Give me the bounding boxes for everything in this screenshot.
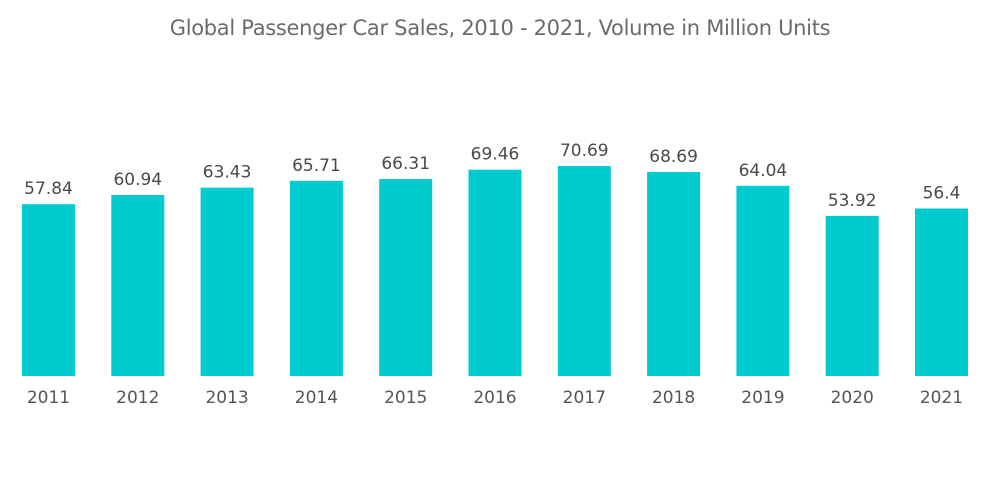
x-tick-label-2016: 2016 xyxy=(473,388,516,408)
x-tick-label-2012: 2012 xyxy=(116,388,159,408)
bar-2012 xyxy=(111,195,165,376)
x-tick-label-2011: 2011 xyxy=(27,388,70,408)
value-label-2016: 69.46 xyxy=(471,145,520,165)
bar-2016 xyxy=(468,169,522,376)
chart-title: Global Passenger Car Sales, 2010 - 2021,… xyxy=(169,16,831,40)
x-tick-label-2019: 2019 xyxy=(741,388,784,408)
bar-2021 xyxy=(915,208,968,376)
value-label-2018: 68.69 xyxy=(649,147,698,167)
bar-2020 xyxy=(825,215,879,376)
value-label-2020: 53.92 xyxy=(828,191,877,211)
x-tick-label-2018: 2018 xyxy=(652,388,695,408)
x-tick-label-2017: 2017 xyxy=(563,388,606,408)
value-label-2015: 66.31 xyxy=(381,154,430,174)
bar-2013 xyxy=(200,187,254,376)
bar-2018 xyxy=(647,171,701,376)
value-label-2013: 63.43 xyxy=(203,163,252,183)
x-tick-label-2020: 2020 xyxy=(831,388,874,408)
value-label-2017: 70.69 xyxy=(560,141,609,161)
bar-2011 xyxy=(22,204,75,376)
x-tick-label-2021: 2021 xyxy=(920,388,963,408)
value-label-2014: 65.71 xyxy=(292,156,341,176)
bar-2015 xyxy=(379,179,433,376)
x-tick-label-2013: 2013 xyxy=(205,388,248,408)
bar-2019 xyxy=(736,185,790,376)
value-label-2019: 64.04 xyxy=(739,161,788,181)
value-label-2011: 57.84 xyxy=(24,179,73,199)
bar-2017 xyxy=(557,166,611,376)
bar-2014 xyxy=(289,180,343,376)
x-tick-label-2014: 2014 xyxy=(295,388,338,408)
value-label-2021: 56.4 xyxy=(923,183,961,203)
value-labels-group: 57.84 60.94 63.43 65.71 66.31 69.46 70.69 68.69… xyxy=(24,141,960,211)
bars-group xyxy=(22,166,968,376)
x-tick-label-2015: 2015 xyxy=(384,388,427,408)
value-label-2012: 60.94 xyxy=(113,170,162,190)
x-axis-ticks: 2011 2012 2013 2014 2015 2016 2017 2018 2019 2020… xyxy=(27,388,963,408)
